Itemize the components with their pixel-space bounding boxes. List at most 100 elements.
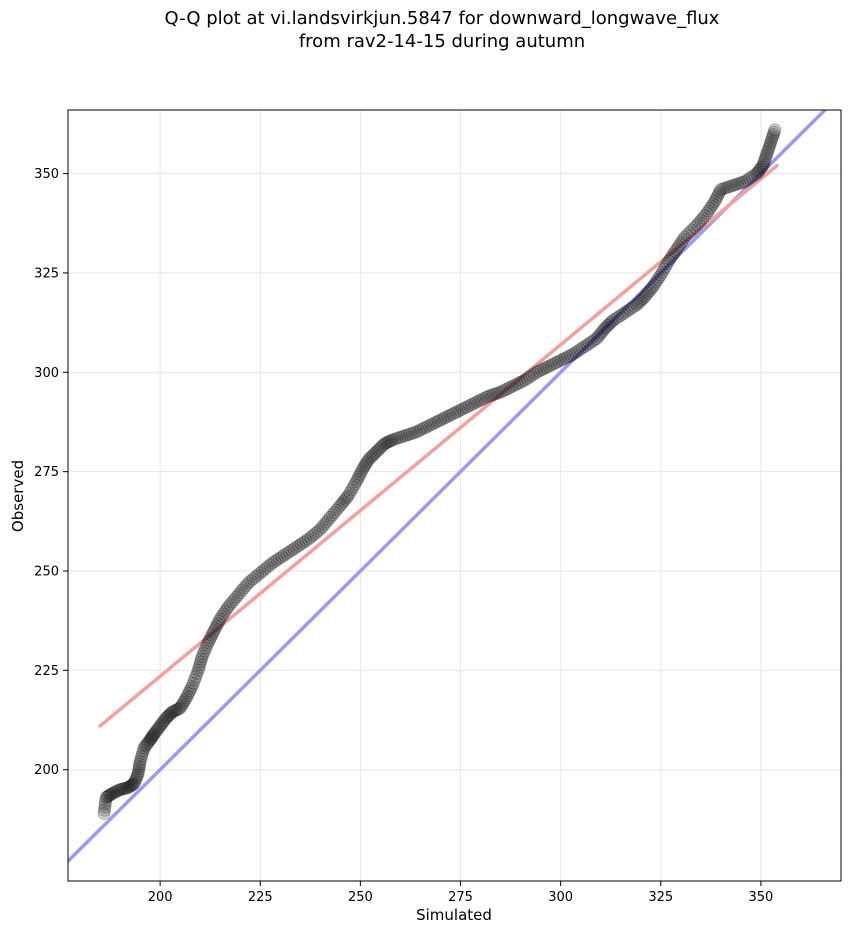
data-point xyxy=(195,649,209,663)
chart-title: Q-Q plot at vi.landsvirkjun.5847 for dow… xyxy=(164,8,720,29)
data-point xyxy=(431,414,445,428)
data-point xyxy=(189,670,203,684)
data-point xyxy=(760,147,774,161)
data-point xyxy=(333,498,347,512)
data-point xyxy=(467,396,481,410)
data-point xyxy=(651,273,665,287)
data-point xyxy=(327,506,341,520)
data-point xyxy=(208,621,222,635)
data-point xyxy=(703,202,717,216)
data-point xyxy=(627,299,641,313)
data-point xyxy=(99,791,113,805)
data-point xyxy=(233,585,247,599)
data-point xyxy=(544,358,558,372)
data-point xyxy=(606,314,620,328)
y-tick-label: 350 xyxy=(34,167,59,182)
data-point xyxy=(354,465,368,479)
data-point xyxy=(405,427,419,441)
data-point xyxy=(190,667,204,681)
data-point xyxy=(477,392,491,406)
data-point xyxy=(735,175,749,189)
x-tick-label: 225 xyxy=(248,890,273,905)
data-point xyxy=(125,778,139,792)
data-point xyxy=(207,624,221,638)
data-point xyxy=(766,130,780,144)
data-point xyxy=(340,490,354,504)
data-point xyxy=(103,788,117,802)
data-point xyxy=(132,762,146,776)
data-point xyxy=(315,520,329,534)
data-point xyxy=(407,426,421,440)
data-point xyxy=(146,729,160,743)
data-point xyxy=(235,583,249,597)
data-point xyxy=(148,725,162,739)
x-tick-label: 350 xyxy=(748,890,773,905)
data-point xyxy=(710,190,724,204)
data-point xyxy=(767,125,781,139)
data-point xyxy=(711,187,725,201)
data-point xyxy=(382,434,396,448)
data-point xyxy=(373,442,387,456)
data-point xyxy=(580,338,594,352)
data-point xyxy=(215,609,229,623)
data-point xyxy=(268,554,282,568)
data-point xyxy=(708,194,722,208)
data-point xyxy=(289,540,303,554)
data-point xyxy=(436,412,450,426)
data-point xyxy=(297,535,311,549)
data-point xyxy=(762,140,776,154)
plot-frame xyxy=(67,109,842,882)
data-point xyxy=(294,537,308,551)
data-point xyxy=(188,673,202,687)
data-point xyxy=(335,496,349,510)
data-point xyxy=(135,746,149,760)
data-point xyxy=(151,722,165,736)
data-point xyxy=(549,356,563,370)
data-point xyxy=(231,588,245,602)
data-point xyxy=(426,417,440,431)
data-point xyxy=(747,168,761,182)
y-axis-label: Observed xyxy=(9,460,27,532)
data-point xyxy=(194,655,208,669)
data-point xyxy=(486,388,500,402)
data-point xyxy=(331,501,345,515)
data-point xyxy=(241,576,255,590)
data-point xyxy=(585,335,599,349)
data-point xyxy=(183,684,197,698)
data-point xyxy=(194,652,208,666)
data-point xyxy=(260,560,274,574)
data-point xyxy=(470,395,484,409)
data-point xyxy=(179,691,193,705)
data-point xyxy=(534,363,548,377)
data-point xyxy=(227,593,241,607)
data-point xyxy=(277,548,291,562)
data-point xyxy=(393,430,407,444)
data-point xyxy=(532,364,546,378)
data-point xyxy=(680,228,694,242)
data-point xyxy=(700,206,714,220)
data-point xyxy=(705,199,719,213)
data-point xyxy=(258,562,272,576)
data-point xyxy=(198,644,212,658)
data-point xyxy=(738,175,752,189)
data-point xyxy=(692,216,706,230)
data-point xyxy=(598,322,612,336)
data-point xyxy=(98,797,112,811)
grid xyxy=(68,110,841,881)
data-point xyxy=(530,365,544,379)
data-point xyxy=(641,286,655,300)
data-point xyxy=(145,731,159,745)
x-tick-label: 275 xyxy=(448,890,473,905)
data-point xyxy=(494,385,508,399)
data-point xyxy=(156,716,170,730)
data-point xyxy=(357,461,371,475)
data-point xyxy=(100,790,114,804)
data-point xyxy=(388,432,402,446)
data-point xyxy=(397,429,411,443)
data-point xyxy=(211,616,225,630)
data-point xyxy=(200,638,214,652)
data-point xyxy=(246,572,260,586)
x-axis-label: Simulated xyxy=(416,906,492,924)
data-point xyxy=(421,419,435,433)
